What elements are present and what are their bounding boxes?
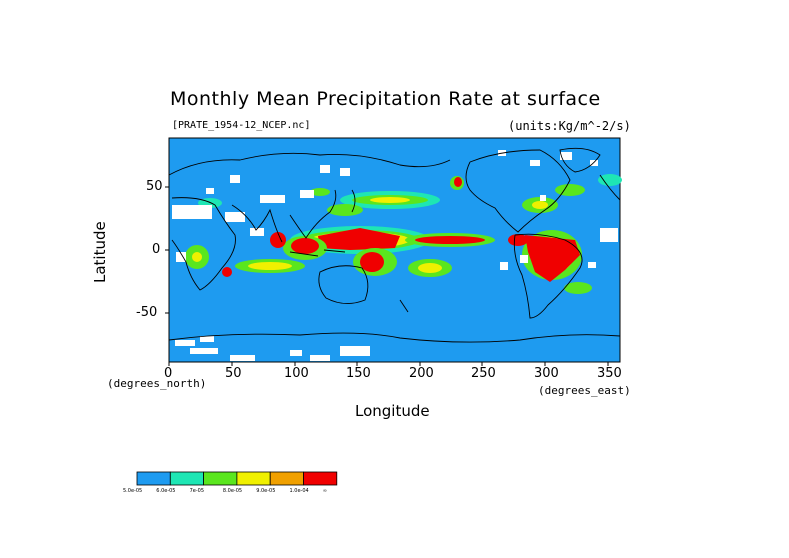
x-tick-200: 200	[409, 366, 434, 381]
colorbar-swatch	[269, 471, 304, 486]
colorbar-label: 9.0e-05	[256, 488, 276, 494]
file-label: [PRATE_1954-12_NCEP.nc]	[172, 120, 311, 131]
y-tick-50: 50	[146, 179, 163, 194]
x-axis-label: Longitude	[355, 402, 430, 420]
precip-field	[185, 174, 622, 294]
colorbar-swatch	[203, 471, 238, 486]
colorbar-swatch	[136, 471, 171, 486]
colorbar-label: 1.0e-04	[289, 488, 309, 494]
x-tick-0: 0	[164, 366, 173, 381]
colorbar-swatch	[303, 471, 338, 486]
x-tick-350: 350	[597, 366, 622, 381]
colorbar-label: 6.0e-05	[156, 488, 176, 494]
colorbar-label: ∞	[322, 488, 327, 494]
colorbar-label: 8.0e-05	[222, 488, 243, 494]
colorbar	[136, 471, 338, 486]
colorbar-swatch	[236, 471, 271, 486]
chart-title: Monthly Mean Precipitation Rate at surfa…	[170, 88, 601, 110]
x-tick-100: 100	[284, 366, 309, 381]
axis-ticks	[165, 186, 609, 366]
y-axis-label: Latitude	[91, 221, 109, 283]
x-tick-300: 300	[534, 366, 559, 381]
y-tick-0: 0	[152, 242, 161, 257]
coastlines	[168, 147, 621, 343]
colorbar-swatch	[169, 471, 205, 486]
y-tick-minus50: -50	[136, 305, 158, 320]
x-unit-note-right: (degrees_east)	[538, 384, 631, 397]
x-tick-50: 50	[225, 366, 242, 381]
units-label: (units:Kg/m^-2/s)	[508, 119, 631, 133]
x-tick-150: 150	[346, 366, 371, 381]
colorbar-label: 7e-05	[189, 488, 205, 494]
x-tick-250: 250	[471, 366, 496, 381]
colorbar-label: 5.0e-05	[123, 488, 143, 494]
x-unit-note-left: (degrees_north)	[107, 377, 207, 390]
